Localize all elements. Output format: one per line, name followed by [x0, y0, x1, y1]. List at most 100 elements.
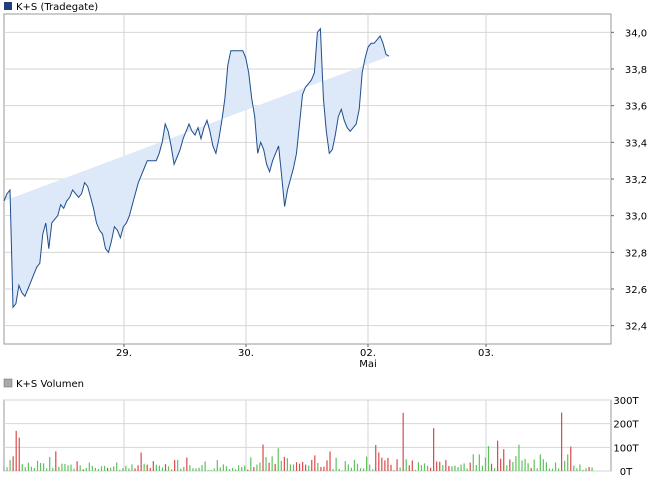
volume-bar — [408, 465, 410, 471]
volume-bar — [475, 465, 477, 471]
volume-bar — [311, 459, 313, 471]
volume-bar — [97, 468, 100, 471]
volume-bar — [472, 454, 474, 471]
volume-bar — [469, 462, 471, 471]
volume-bar — [88, 462, 90, 471]
volume-bar — [52, 467, 54, 471]
volume-bar — [253, 467, 255, 471]
volume-bar — [91, 465, 93, 471]
volume-bar — [454, 465, 456, 471]
price-y-tick-label: 33,2 — [625, 175, 647, 186]
volume-bar — [256, 464, 258, 471]
volume-bar — [442, 465, 444, 471]
volume-bar — [39, 463, 42, 471]
volume-bar — [387, 458, 389, 471]
volume-bar — [487, 446, 490, 471]
volume-bar — [24, 467, 26, 471]
volume-bar — [591, 467, 593, 471]
volume-bar — [381, 457, 383, 471]
price-x-tick-label: 02. — [360, 348, 376, 359]
volume-bar — [326, 460, 328, 471]
volume-bar — [164, 464, 167, 471]
volume-bar — [292, 464, 295, 471]
volume-bar — [231, 467, 234, 471]
volume-bar — [201, 465, 203, 471]
price-line-series — [3, 27, 390, 309]
volume-bar — [27, 462, 29, 471]
volume-bar — [85, 467, 87, 471]
volume-bar — [417, 462, 420, 471]
volume-bar — [393, 470, 395, 471]
volume-bar — [3, 465, 5, 471]
volume-bar — [585, 468, 587, 471]
volume-bar — [542, 459, 544, 471]
volume-bar — [79, 465, 81, 471]
volume-bar — [49, 457, 51, 471]
volume-bar — [509, 459, 511, 471]
volume-bar — [250, 457, 252, 471]
volume-bar — [137, 465, 139, 471]
volume-bar — [143, 463, 145, 471]
volume-bar — [192, 468, 194, 471]
volume-bar — [567, 454, 569, 471]
volume-bar — [582, 469, 584, 471]
volume-bar — [500, 458, 502, 471]
volume-bar — [204, 461, 206, 471]
volume-bar — [244, 465, 246, 471]
volume-bar — [100, 466, 103, 471]
volume-bar — [58, 466, 60, 471]
volume-bar — [222, 464, 224, 471]
volume-bar — [207, 470, 209, 471]
volume-bar — [481, 465, 483, 471]
volume-plot-frame — [3, 399, 612, 472]
volume-bar — [570, 446, 572, 471]
volume-bar — [308, 465, 310, 471]
volume-bar — [430, 467, 432, 471]
price-panel: K+S (Tradegate) 32,4 32,6 32,8 33,0 33,2 33,4… — [3, 2, 647, 370]
volume-bar — [353, 459, 356, 471]
volume-bar — [103, 465, 106, 471]
volume-bar — [518, 444, 520, 471]
volume-bar — [119, 469, 121, 471]
volume-bar — [140, 452, 142, 471]
volume-bar — [262, 444, 264, 471]
volume-bar — [524, 458, 526, 471]
price-y-tick-label: 33,6 — [625, 102, 647, 113]
volume-bar — [466, 468, 468, 471]
volume-bar — [158, 465, 160, 471]
volume-bar — [30, 466, 33, 471]
volume-bar — [579, 464, 581, 471]
volume-bar — [439, 461, 441, 471]
volume-bar — [490, 463, 493, 471]
volume-bar — [298, 463, 301, 471]
volume-bar — [167, 466, 170, 471]
volume-bar — [146, 464, 148, 471]
volume-bar — [390, 464, 392, 471]
volume-bar — [295, 462, 298, 471]
volume-y-tick-label: 200T — [613, 420, 639, 431]
volume-bar — [554, 462, 557, 471]
volume-bar — [478, 454, 480, 471]
volume-bar — [225, 466, 228, 471]
volume-bar — [460, 464, 462, 471]
volume-bar — [378, 452, 380, 471]
volume-bar — [116, 462, 118, 471]
volume-bar — [170, 469, 173, 471]
x-axis-sublabel: Mai — [359, 359, 377, 370]
volume-bar — [216, 460, 218, 471]
volume-bar — [545, 462, 547, 471]
volume-bar — [411, 460, 413, 471]
price-y-tick-label: 33,8 — [625, 65, 647, 76]
volume-bar — [241, 467, 243, 471]
volume-bar — [122, 468, 124, 471]
volume-bar — [18, 437, 20, 471]
volume-y-tick-label: 0T — [620, 467, 633, 478]
volume-bar — [113, 466, 115, 471]
volume-bar — [396, 459, 398, 471]
volume-bar — [350, 467, 352, 471]
volume-bar — [436, 461, 438, 471]
price-x-tick-label: 03. — [478, 348, 494, 359]
volume-bar — [43, 463, 45, 471]
